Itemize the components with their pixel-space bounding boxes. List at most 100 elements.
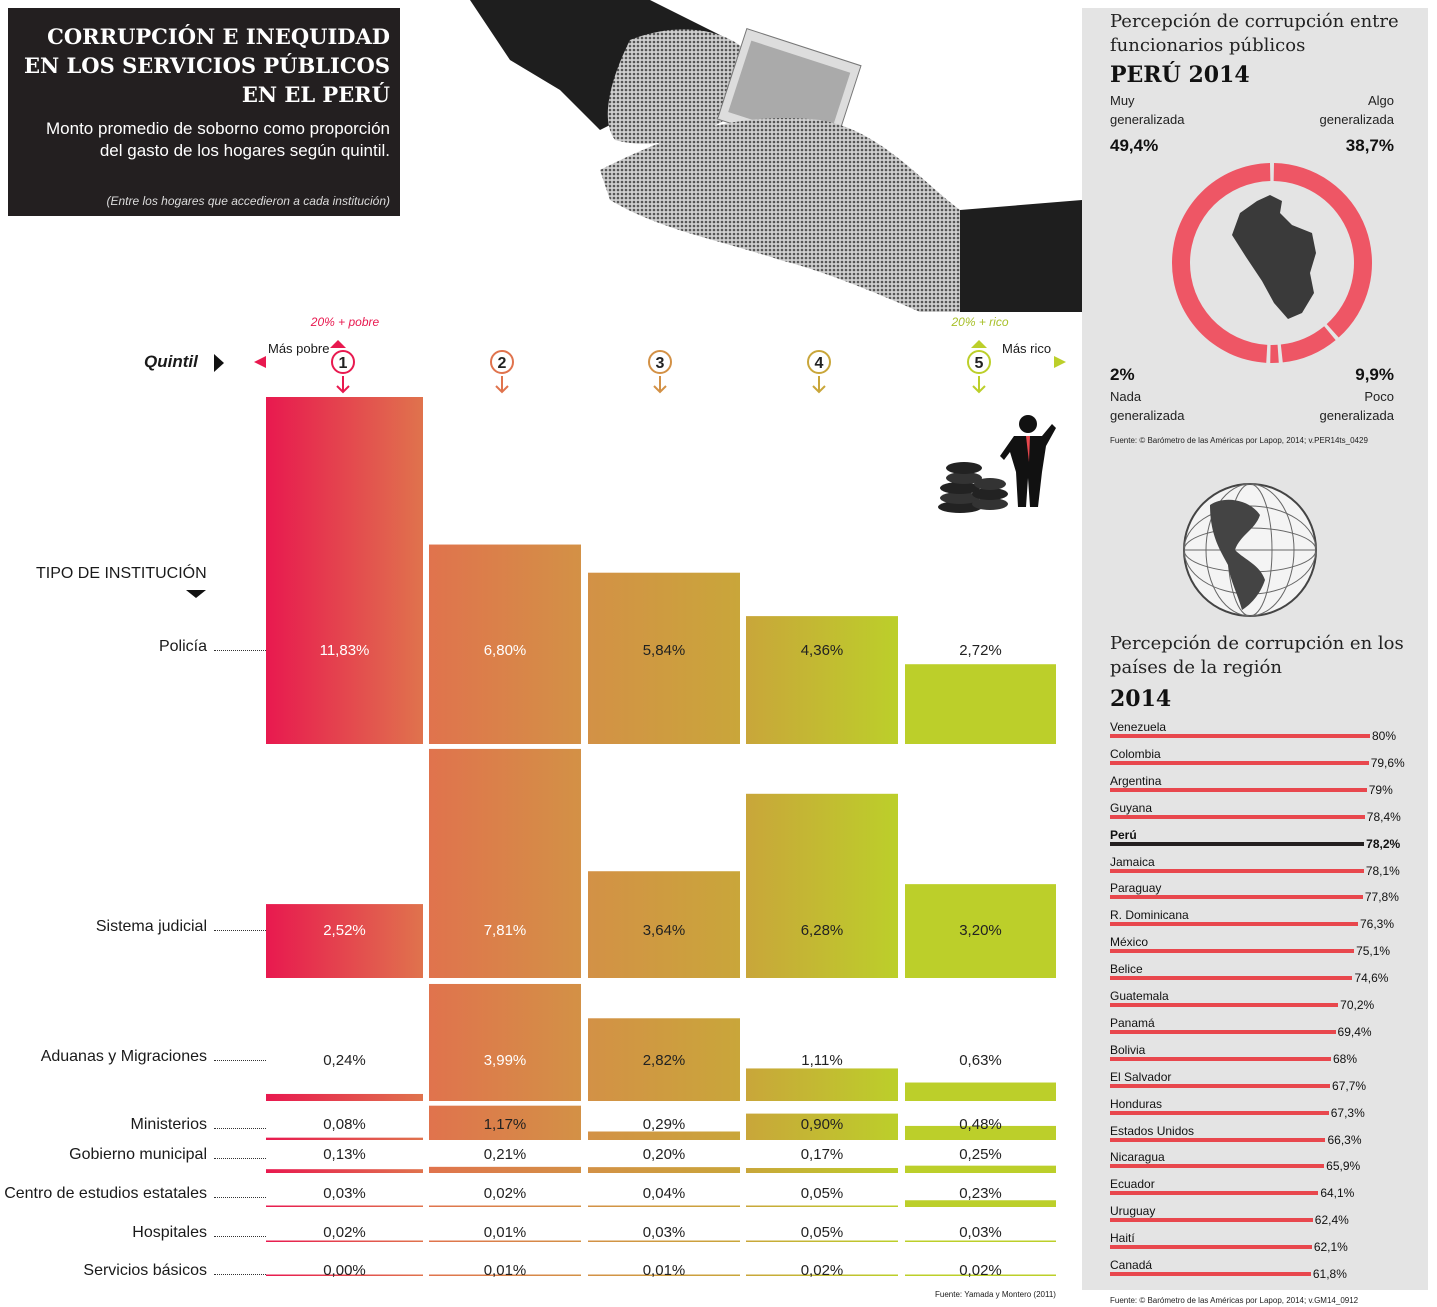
legend-algo-1: Algo <box>1367 93 1394 108</box>
institution-label: Hospitales <box>132 1224 207 1241</box>
leader-dots <box>214 650 266 651</box>
value-label: 4,36% <box>800 642 844 659</box>
poor-tag: 20% + pobre <box>310 315 380 329</box>
country-value: 68% <box>1333 1051 1358 1066</box>
bar-5-2 <box>429 1166 581 1173</box>
value-label: 0,24% <box>323 1052 366 1069</box>
country-name: México <box>1110 935 1149 950</box>
leader-dots <box>214 1060 266 1061</box>
donut-slice <box>1270 344 1279 363</box>
country-value: 78,2% <box>1366 836 1401 851</box>
quintil-2-circle <box>490 350 514 374</box>
bar-1-2 <box>429 544 581 744</box>
leader-dots <box>214 1236 266 1237</box>
quintil-1-arrow-icon <box>336 376 350 394</box>
country-name: Venezuela <box>1110 720 1167 734</box>
legend-poco-2: generalizada <box>1319 408 1394 423</box>
country-name: Bolivia <box>1110 1042 1146 1057</box>
country-row: Haití 62,1% <box>1110 1231 1410 1258</box>
country-bar <box>1110 734 1370 738</box>
bar-8-2 <box>429 1274 581 1276</box>
country-row: Argentina 79% <box>1110 774 1410 801</box>
country-row: Belice 74,6% <box>1110 962 1410 989</box>
axis-left-arrow-icon <box>254 356 266 368</box>
country-value: 67,7% <box>1332 1078 1367 1093</box>
country-name: Paraguay <box>1110 881 1162 896</box>
bar-2-5 <box>905 884 1056 978</box>
quintil-axis: 1 2 3 4 5 <box>254 340 1066 394</box>
value-label: 0,05% <box>800 1185 844 1202</box>
country-bar <box>1110 1137 1326 1142</box>
bar-6-1 <box>266 1205 423 1207</box>
country-value: 66,3% <box>1327 1132 1362 1147</box>
bar-2-2 <box>429 748 581 978</box>
poor-label: Más pobre <box>268 341 330 356</box>
bar-7-2 <box>429 1240 581 1242</box>
country-row: Estados Unidos 66,3% <box>1110 1124 1410 1151</box>
country-row: Venezuela 80% <box>1110 720 1410 747</box>
value-label: 3,64% <box>642 922 686 939</box>
bar-2-3 <box>588 871 740 978</box>
legend-nada-value: 2% <box>1110 365 1135 384</box>
legend-muy-value: 49,4% <box>1110 136 1159 155</box>
legend-poco-1: Poco <box>1364 389 1394 404</box>
bar-4-2 <box>429 1105 581 1140</box>
value-label: 0,13% <box>323 1146 366 1163</box>
quintil-5-arrow-icon <box>972 376 986 394</box>
country-bar <box>1110 868 1364 873</box>
peru-map-icon <box>1232 195 1316 319</box>
institution-label: Servicios básicos <box>83 1262 207 1279</box>
bar-4-3 <box>588 1131 740 1140</box>
country-row: Bolivia 68% <box>1110 1043 1410 1070</box>
quintil-1-circle <box>331 350 355 374</box>
donut-slice <box>1280 326 1336 363</box>
country-row: Nicaragua 65,9% <box>1110 1150 1410 1177</box>
country-row: Honduras 67,3% <box>1110 1097 1410 1124</box>
value-label: 11,83% <box>319 642 370 659</box>
main-bar-chart <box>266 397 1056 1276</box>
institution-label: Centro de estudios estatales <box>4 1185 207 1202</box>
peru-perception-subtitle: PERÚ 2014 <box>1110 62 1250 88</box>
country-value: 74,6% <box>1354 971 1389 986</box>
legend-muy-1: Muy <box>1110 93 1135 108</box>
value-label: 1,11% <box>801 1052 843 1069</box>
country-bar <box>1110 841 1365 846</box>
bar-5-4 <box>746 1168 898 1173</box>
value-label: 0,03% <box>959 1224 1002 1241</box>
tipo-triangle-icon <box>186 590 206 598</box>
value-label: 2,82% <box>642 1052 686 1069</box>
country-bar <box>1110 1191 1319 1196</box>
bribe-hands-illustration <box>470 0 1082 312</box>
country-value: 78,4% <box>1366 809 1401 824</box>
value-label: 0,00% <box>323 1262 366 1279</box>
legend-poco-value: 9,9% <box>1355 365 1394 384</box>
value-label: 0,02% <box>323 1224 366 1241</box>
legend-algo-2: generalizada <box>1319 112 1394 127</box>
country-name: Honduras <box>1110 1096 1163 1111</box>
country-value: 80% <box>1372 729 1397 743</box>
country-name: Panamá <box>1110 1015 1155 1030</box>
bar-1-3 <box>588 572 740 744</box>
bar-2-4 <box>746 793 898 978</box>
country-name: Ecuador <box>1110 1177 1155 1192</box>
value-label: 0,23% <box>959 1185 1002 1202</box>
value-label: 0,01% <box>483 1262 527 1279</box>
country-value: 64,1% <box>1320 1186 1355 1201</box>
value-label: 0,29% <box>642 1116 686 1133</box>
bar-7-4 <box>746 1240 898 1242</box>
country-value: 75,1% <box>1356 944 1391 959</box>
bar-3-4 <box>746 1068 898 1101</box>
bar-6-4 <box>746 1205 898 1207</box>
quintil-2-number: 2 <box>498 355 507 372</box>
bar-4-5 <box>905 1125 1056 1140</box>
country-bar <box>1110 1245 1312 1250</box>
bar-1-1 <box>266 397 423 744</box>
rich-tag-arrow-icon <box>971 340 987 348</box>
country-bar <box>1110 922 1358 927</box>
value-label: 0,02% <box>800 1262 844 1279</box>
value-label: 0,21% <box>483 1146 527 1163</box>
legend-muy-2: generalizada <box>1110 112 1185 127</box>
quintil-3-arrow-icon <box>653 376 667 394</box>
institution-label: Ministerios <box>130 1116 207 1133</box>
value-label: 0,48% <box>959 1116 1002 1133</box>
